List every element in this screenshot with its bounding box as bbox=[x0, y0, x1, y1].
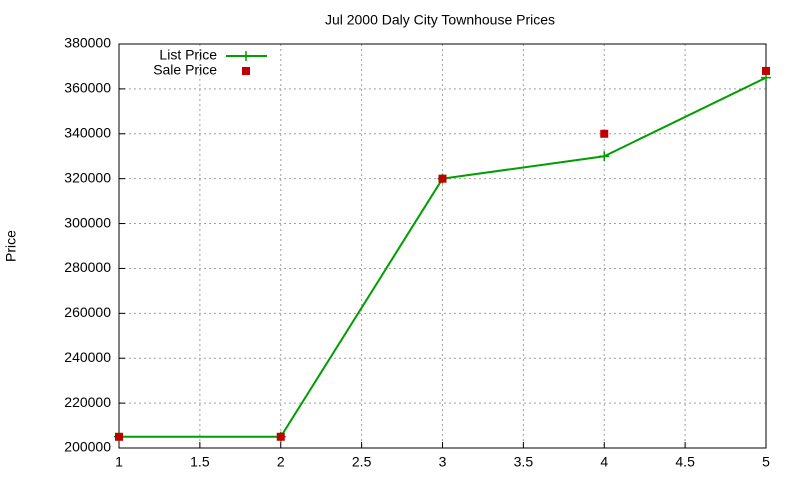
legend-swatch bbox=[241, 51, 251, 61]
point-marker bbox=[438, 174, 447, 183]
y-tick-label: 380000 bbox=[64, 35, 111, 51]
y-axis-label: Price bbox=[3, 230, 19, 262]
x-tick-label: 4.5 bbox=[675, 454, 695, 470]
y-tick-label: 280000 bbox=[64, 259, 111, 275]
x-tick-label: 2 bbox=[277, 454, 285, 470]
y-tick-label: 200000 bbox=[64, 439, 111, 455]
y-tick-label: 240000 bbox=[64, 349, 111, 365]
point-marker bbox=[600, 129, 609, 138]
legend-label: Sale Price bbox=[153, 62, 217, 78]
point-marker bbox=[762, 66, 770, 75]
series-line bbox=[119, 76, 767, 438]
plot-border bbox=[118, 43, 767, 449]
y-tick-label: 220000 bbox=[64, 394, 111, 410]
y-tick-label: 260000 bbox=[64, 304, 111, 320]
point-marker bbox=[599, 151, 610, 162]
x-tick-label: 1.5 bbox=[190, 454, 210, 470]
point-marker bbox=[115, 432, 123, 441]
chart-title: Jul 2000 Daly City Townhouse Prices bbox=[325, 12, 555, 28]
x-tick-label: 1 bbox=[115, 454, 123, 470]
x-tick-label: 2.5 bbox=[352, 454, 372, 470]
y-tick-label: 340000 bbox=[64, 124, 111, 140]
point-marker bbox=[276, 432, 285, 441]
legend-label: List Price bbox=[159, 47, 217, 63]
y-tick-label: 360000 bbox=[64, 80, 111, 96]
legend-swatch bbox=[242, 67, 250, 75]
x-tick-label: 3.5 bbox=[514, 454, 534, 470]
x-tick-label: 3 bbox=[439, 454, 447, 470]
x-tick-label: 5 bbox=[762, 454, 770, 470]
x-tick-label: 4 bbox=[600, 454, 608, 470]
y-tick-label: 300000 bbox=[64, 214, 111, 230]
y-tick-label: 320000 bbox=[64, 169, 111, 185]
